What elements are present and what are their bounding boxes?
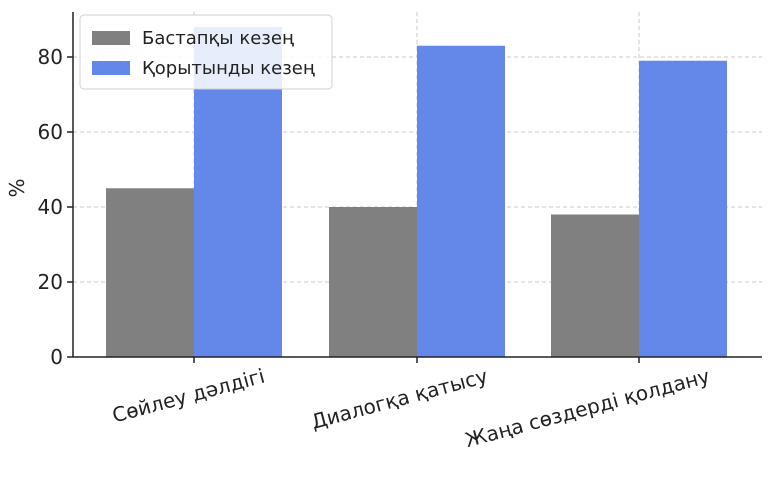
y-tick-label: 80 (38, 45, 63, 69)
y-tick-label: 0 (50, 345, 63, 369)
y-tick-label: 40 (38, 195, 63, 219)
bars (106, 27, 727, 357)
legend-label-initial: Бастапқы кезең (142, 28, 294, 49)
bar-final-1 (417, 45, 505, 357)
y-tick-labels: 0 20 40 60 80 (38, 45, 63, 369)
y-axis-label: % (5, 178, 29, 197)
y-tick-label: 20 (38, 270, 63, 294)
legend-swatch-final (92, 61, 130, 75)
category-label: Сөйлеу дәлдігі (110, 364, 268, 428)
legend: Бастапқы кезең Қорытынды кезең (79, 14, 333, 90)
y-tick-label: 60 (38, 120, 63, 144)
category-label: Жаңа сөздерді қолдану (463, 364, 713, 452)
bar-initial-2 (551, 214, 639, 357)
category-label: Диалогқа қатысу (309, 364, 491, 434)
legend-box (79, 14, 333, 90)
bar-final-2 (639, 60, 727, 357)
bar-initial-1 (329, 207, 417, 357)
legend-label-final: Қорытынды кезең (142, 58, 315, 79)
axes (67, 12, 762, 363)
bar-initial-0 (106, 188, 194, 357)
legend-swatch-initial (92, 31, 130, 45)
